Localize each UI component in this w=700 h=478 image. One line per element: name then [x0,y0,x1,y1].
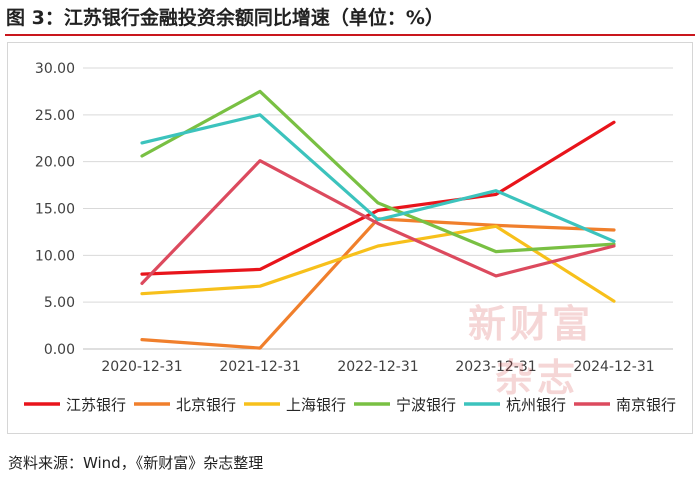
line-chart: 0.00 5.00 10.00 15.00 20.00 25.00 30.00 2020-1… [24,61,676,414]
y-tick-label: 25.00 [35,108,75,124]
y-tick-label: 30.00 [35,61,75,77]
y-tick-label: 5.00 [44,295,75,311]
legend-label-1: 北京银行 [176,396,236,414]
legend-label-3: 宁波银行 [396,396,456,414]
y-tick-label: 20.00 [35,155,75,171]
x-tick-label: 2020-12-31 [101,359,182,375]
x-tick-label: 2022-12-31 [337,359,418,375]
y-tick-label: 15.00 [35,202,75,218]
series-line-3 [140,89,616,254]
watermark-line1: 新财富 [468,301,595,346]
source-note: 资料来源：Wind，《新财富》杂志整理 [8,454,264,472]
chart-frame: 0.00 5.00 10.00 15.00 20.00 25.00 30.00 2020-1… [7,42,693,434]
x-tick-label: 2021-12-31 [219,359,300,375]
y-tick-label: 10.00 [35,248,75,264]
series-line-0 [140,120,616,276]
y-tick-label: 0.00 [44,342,75,358]
series-lines [140,89,616,350]
x-tick-label: 2024-12-31 [573,359,654,375]
grid-lines [83,67,673,350]
title-underline [5,34,695,36]
series-line-4 [140,113,616,243]
legend-label-4: 杭州银行 [506,396,566,414]
x-tick-label: 2023-12-31 [455,359,536,375]
x-axis-ticks: 2020-12-31 2021-12-31 2022-12-31 2023-12-31… [101,359,654,375]
y-axis-ticks: 0.00 5.00 10.00 15.00 20.00 25.00 30.00 [35,61,75,358]
figure-title: 图 3：江苏银行金融投资余额同比增速（单位：%） [6,7,444,29]
series-line-5 [140,159,616,285]
legend: 江苏银行 北京银行 上海银行 宁波银行 杭州银行 南京银行 [24,396,676,414]
series-line-2 [140,224,616,303]
watermark-line2: 杂志 [495,355,580,400]
legend-label-5: 南京银行 [616,396,676,414]
legend-label-0: 江苏银行 [66,396,126,414]
legend-label-2: 上海银行 [286,396,346,414]
